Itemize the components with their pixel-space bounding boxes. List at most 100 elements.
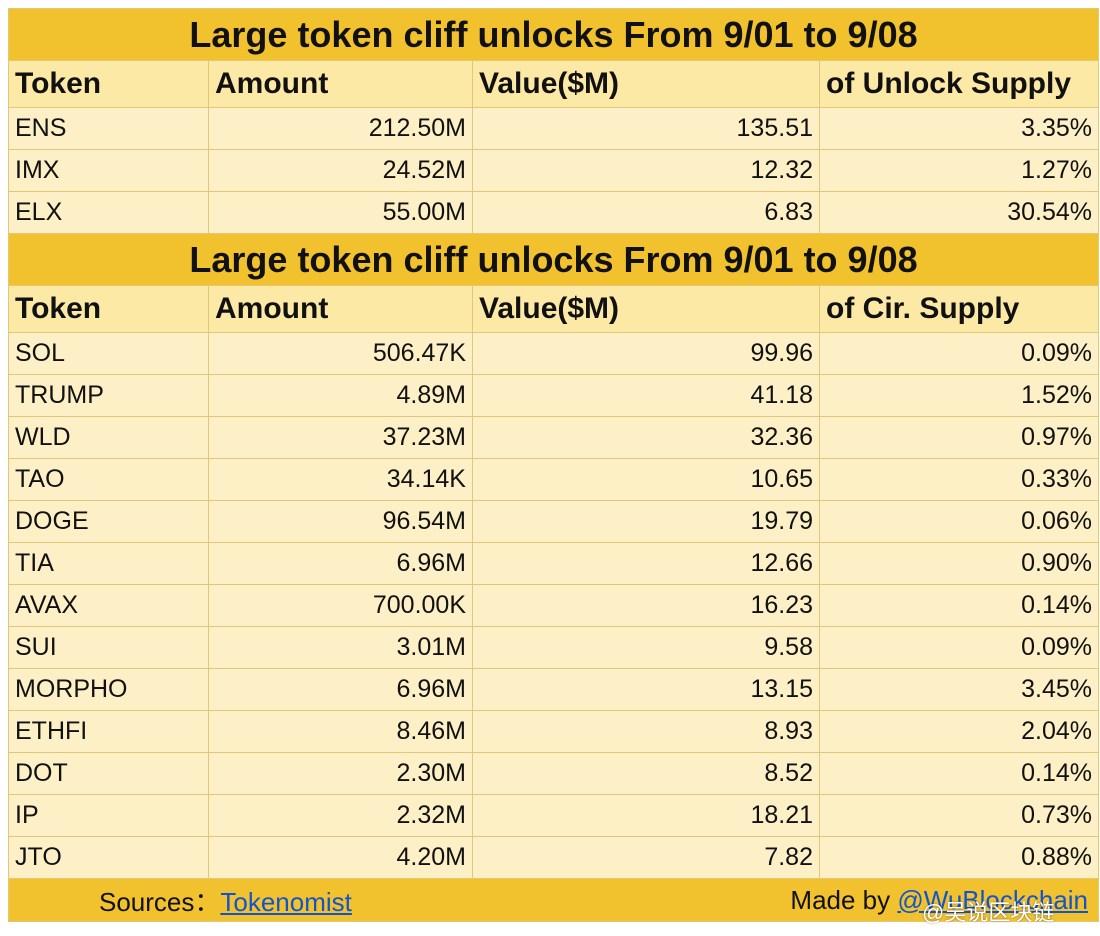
supply-cell[interactable]: 0.90% [818,542,1100,585]
table-row: DOGE 96.54M 19.79 0.06% [8,500,1100,543]
made-by-label: Made by [790,884,898,915]
supply-cell[interactable]: 3.35% [818,107,1100,150]
header-value[interactable]: Value($M) [472,60,820,108]
value-cell[interactable]: 13.15 [472,668,820,711]
token-cell[interactable]: MORPHO [8,668,209,711]
sources-label: Sources： [99,886,221,917]
header-cir-supply[interactable]: of Cir. Supply [818,285,1100,333]
table-row: TIA 6.96M 12.66 0.90% [8,542,1100,585]
supply-cell[interactable]: 0.09% [818,332,1100,375]
tokenomist-link[interactable]: Tokenomist [220,886,352,917]
value-cell[interactable]: 19.79 [472,500,820,543]
token-cell[interactable]: AVAX [8,584,209,627]
amount-cell[interactable]: 96.54M [208,500,473,543]
token-cell[interactable]: DOT [8,752,209,795]
unlocks-sheet: Large token cliff unlocks From 9/01 to 9… [7,8,1100,922]
supply-cell[interactable]: 1.27% [818,149,1100,192]
supply-cell[interactable]: 0.14% [818,752,1100,795]
token-cell[interactable]: TAO [8,458,209,501]
supply-cell[interactable]: 0.14% [818,584,1100,627]
token-cell[interactable]: SUI [8,626,209,669]
value-cell[interactable]: 6.83 [472,191,820,234]
footer-row: Sources：Tokenomist Made by @WuBlockchain [7,878,1100,922]
table-row: JTO 4.20M 7.82 0.88% [8,836,1100,879]
value-cell[interactable]: 7.82 [472,836,820,879]
table-row: DOT 2.30M 8.52 0.14% [8,752,1100,795]
amount-cell[interactable]: 3.01M [208,626,473,669]
supply-cell[interactable]: 30.54% [818,191,1100,234]
table-row: IMX 24.52M 12.32 1.27% [8,149,1100,192]
amount-cell[interactable]: 2.32M [208,794,473,837]
table-row: SUI 3.01M 9.58 0.09% [8,626,1100,669]
section1-title: Large token cliff unlocks From 9/01 to 9… [7,8,1100,61]
table-row: ETHFI 8.46M 8.93 2.04% [8,710,1100,753]
token-cell[interactable]: DOGE [8,500,209,543]
section1-header-row: Token Amount Value($M) of Unlock Supply [8,60,1100,108]
value-cell[interactable]: 10.65 [472,458,820,501]
table-row: ENS 212.50M 135.51 3.35% [8,107,1100,150]
value-cell[interactable]: 8.93 [472,710,820,753]
section2-header-row: Token Amount Value($M) of Cir. Supply [8,285,1100,333]
amount-cell[interactable]: 212.50M [208,107,473,150]
supply-cell[interactable]: 0.33% [818,458,1100,501]
supply-cell[interactable]: 1.52% [818,374,1100,417]
token-cell[interactable]: TIA [8,542,209,585]
value-cell[interactable]: 18.21 [472,794,820,837]
header-token[interactable]: Token [8,60,209,108]
header-amount[interactable]: Amount [208,60,473,108]
sources-text: Sources：Tokenomist [99,882,352,919]
watermark: @吴说区块链 [922,900,1055,925]
supply-cell[interactable]: 0.09% [818,626,1100,669]
amount-cell[interactable]: 4.20M [208,836,473,879]
table-row: SOL 506.47K 99.96 0.09% [8,332,1100,375]
value-cell[interactable]: 41.18 [472,374,820,417]
table-row: TRUMP 4.89M 41.18 1.52% [8,374,1100,417]
token-cell[interactable]: ETHFI [8,710,209,753]
amount-cell[interactable]: 506.47K [208,332,473,375]
value-cell[interactable]: 99.96 [472,332,820,375]
value-cell[interactable]: 12.66 [472,542,820,585]
amount-cell[interactable]: 55.00M [208,191,473,234]
header-amount[interactable]: Amount [208,285,473,333]
footer-cell: Sources：Tokenomist Made by @WuBlockchain [7,878,1100,922]
header-token[interactable]: Token [8,285,209,333]
supply-cell[interactable]: 0.06% [818,500,1100,543]
token-cell[interactable]: SOL [8,332,209,375]
section2-title-row: Large token cliff unlocks From 9/01 to 9… [7,233,1100,286]
value-cell[interactable]: 135.51 [472,107,820,150]
amount-cell[interactable]: 37.23M [208,416,473,459]
amount-cell[interactable]: 4.89M [208,374,473,417]
supply-cell[interactable]: 0.97% [818,416,1100,459]
token-cell[interactable]: ENS [8,107,209,150]
value-cell[interactable]: 32.36 [472,416,820,459]
token-cell[interactable]: IMX [8,149,209,192]
wublockchain-link[interactable]: @WuBlockchain [897,884,1089,915]
token-cell[interactable]: JTO [8,836,209,879]
table-row: MORPHO 6.96M 13.15 3.45% [8,668,1100,711]
section2-title: Large token cliff unlocks From 9/01 to 9… [7,233,1100,286]
value-cell[interactable]: 8.52 [472,752,820,795]
table-row: TAO 34.14K 10.65 0.33% [8,458,1100,501]
supply-cell[interactable]: 0.73% [818,794,1100,837]
header-value[interactable]: Value($M) [472,285,820,333]
supply-cell[interactable]: 3.45% [818,668,1100,711]
amount-cell[interactable]: 34.14K [208,458,473,501]
amount-cell[interactable]: 2.30M [208,752,473,795]
amount-cell[interactable]: 6.96M [208,668,473,711]
token-cell[interactable]: ELX [8,191,209,234]
amount-cell[interactable]: 24.52M [208,149,473,192]
amount-cell[interactable]: 6.96M [208,542,473,585]
header-unlock-supply[interactable]: of Unlock Supply [818,60,1100,108]
amount-cell[interactable]: 8.46M [208,710,473,753]
value-cell[interactable]: 9.58 [472,626,820,669]
token-cell[interactable]: WLD [8,416,209,459]
token-cell[interactable]: IP [8,794,209,837]
footer-content: Sources：Tokenomist Made by @WuBlockchain [15,880,1092,921]
made-by-text: Made by @WuBlockchain [790,885,1088,916]
value-cell[interactable]: 12.32 [472,149,820,192]
supply-cell[interactable]: 2.04% [818,710,1100,753]
token-cell[interactable]: TRUMP [8,374,209,417]
value-cell[interactable]: 16.23 [472,584,820,627]
amount-cell[interactable]: 700.00K [208,584,473,627]
supply-cell[interactable]: 0.88% [818,836,1100,879]
